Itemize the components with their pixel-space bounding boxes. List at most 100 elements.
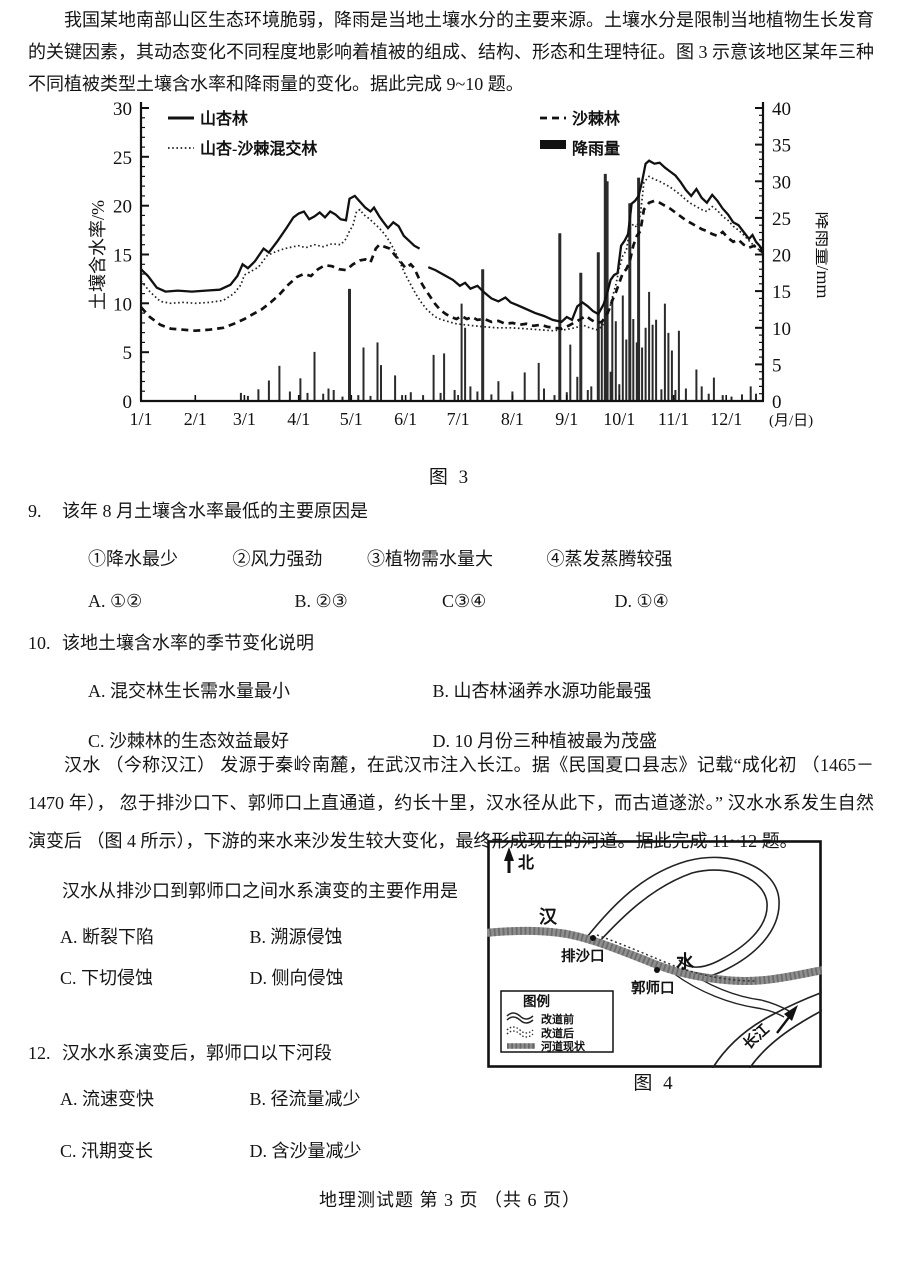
- question-stem: 汉水从排沙口到郭师口之间水系演变的主要作用是: [62, 881, 458, 901]
- legend-before-sample2: [506, 1016, 534, 1024]
- question-stem: 该地土壤含水率的季节变化说明: [62, 633, 314, 653]
- svg-text:1/1: 1/1: [129, 409, 152, 429]
- q10-choice-a: A. 混交林生长需水量最小: [88, 681, 290, 701]
- svg-text:0: 0: [123, 392, 133, 413]
- han-river-label-han: 汉: [539, 907, 558, 927]
- question-11-stem-line: 11.汉水从排沙口到郭师口之间水系演变的主要作用是: [28, 872, 473, 910]
- current-channel-texture: [484, 926, 824, 985]
- svg-text:35: 35: [772, 136, 791, 157]
- svg-text:30: 30: [113, 99, 132, 120]
- svg-text:3/1: 3/1: [233, 409, 256, 429]
- svg-text:12/1: 12/1: [710, 409, 742, 429]
- page-footer: 地理测试题 第 3 页 （共 6 页）: [319, 1190, 581, 1210]
- q12-choice-d: D. 含沙量减少: [249, 1141, 362, 1161]
- svg-text:6/1: 6/1: [394, 409, 417, 429]
- svg-text:降雨量: 降雨量: [572, 139, 620, 158]
- question-10-choices-row1: A. 混交林生长需水量最小 B. 山杏林涵养水源功能最强: [28, 678, 888, 704]
- legend-before-sample: [506, 1012, 534, 1020]
- svg-text:沙棘林: 沙棘林: [572, 109, 620, 128]
- svg-text:山杏-沙棘混交林: 山杏-沙棘混交林: [200, 139, 317, 158]
- hanshui-river-map: 北 汉 水 排沙口 郭师口 长江 图例 改道前 改道后 河道现状: [484, 840, 824, 1070]
- question-12-stem-line: 12. 汉水水系演变后，郭师口以下河段: [28, 1040, 488, 1066]
- subitem-2: ②风力强劲: [232, 549, 323, 569]
- figure3-caption: 图 3: [428, 467, 472, 488]
- svg-text:4/1: 4/1: [287, 409, 310, 429]
- q10-choice-b: B. 山杏林涵养水源功能最强: [432, 681, 652, 701]
- soil-moisture-rainfall-chart: 0 5 10 15 20 25 30 0 5 10 15 20 25 30 35 40 1/1 2/1 3/1 4/1…: [88, 99, 833, 429]
- q10-choice-d: D. 10 月份三种植被最为茂盛: [432, 731, 658, 751]
- svg-text:5: 5: [123, 343, 133, 364]
- legend-before-label: 改道前: [541, 1012, 574, 1026]
- flow-arrow-head: [784, 1005, 798, 1021]
- question-12-choices-row2: C. 汛期变长 D. 含沙量减少: [28, 1138, 488, 1164]
- svg-text:11/1: 11/1: [658, 409, 689, 429]
- q11-choice-c: C. 下切侵蚀: [60, 968, 154, 988]
- figure4-map: 北 汉 水 排沙口 郭师口 长江 图例 改道前 改道后 河道现状: [484, 840, 824, 1070]
- question-9: 9. 该年 8 月土壤含水率最低的主要原因是 ①降水最少 ②风力强劲 ③植物需水量…: [28, 498, 888, 614]
- question-9-stem-line: 9. 该年 8 月土壤含水率最低的主要原因是: [28, 498, 888, 524]
- q12-choice-a: A. 流速变快: [60, 1089, 154, 1109]
- legend-after-sample2: [506, 1030, 534, 1038]
- question-12-choices-row1: A. 流速变快 B. 径流量减少: [28, 1086, 488, 1112]
- paishakou-label: 排沙口: [561, 947, 605, 965]
- svg-text:2/1: 2/1: [184, 409, 207, 429]
- svg-text:20: 20: [113, 197, 132, 218]
- figure3-chart: 0 5 10 15 20 25 30 0 5 10 15 20 25 30 35 40 1/1 2/1 3/1 4/1…: [88, 96, 833, 444]
- guoshikou-dot: [654, 967, 660, 973]
- svg-text:山杏林: 山杏林: [200, 109, 248, 128]
- q11-choice-b: B. 溯源侵蚀: [249, 927, 343, 947]
- map-legend-title: 图例: [523, 993, 550, 1009]
- question-11: 11.汉水从排沙口到郭师口之间水系演变的主要作用是 A. 断裂下陷 B. 溯源侵…: [28, 872, 473, 991]
- q9-choice-d: D. ①④: [614, 591, 669, 611]
- svg-text:15: 15: [772, 282, 791, 303]
- legend-after-label: 改道后: [541, 1026, 574, 1040]
- svg-text:25: 25: [772, 209, 791, 230]
- q9-choice-c: C③④: [442, 591, 487, 611]
- svg-text:20: 20: [772, 246, 791, 267]
- svg-text:降雨量/mm: 降雨量/mm: [813, 211, 828, 298]
- subitem-4: ④蒸发蒸腾较强: [546, 549, 673, 569]
- question-11-choices-row2: C. 下切侵蚀 D. 侧向侵蚀: [28, 965, 473, 991]
- svg-text:(月/日): (月/日): [769, 413, 813, 429]
- guoshikou-label: 郭师口: [631, 979, 675, 997]
- question-number: 11.: [28, 872, 62, 910]
- svg-text:25: 25: [113, 148, 132, 169]
- figure4-caption: 图 4: [633, 1073, 676, 1094]
- q9-choice-a: A. ①②: [88, 591, 143, 611]
- q11-choice-d: D. 侧向侵蚀: [249, 968, 344, 988]
- legend-current-label: 河道现状: [541, 1039, 586, 1053]
- q11-choice-a: A. 断裂下陷: [60, 927, 154, 947]
- yangtze-river: [711, 991, 824, 1070]
- question-stem: 该年 8 月土壤含水率最低的主要原因是: [62, 501, 368, 521]
- question-12: 12. 汉水水系演变后，郭师口以下河段 A. 流速变快 B. 径流量减少 C. 汛…: [28, 1040, 488, 1164]
- svg-text:10: 10: [772, 319, 791, 340]
- subitem-1: ①降水最少: [88, 549, 178, 569]
- intro-paragraph-soil: 我国某地南部山区生态环境脆弱，降雨是当地土壤水分的主要来源。土壤水分是限制当地植…: [28, 10, 874, 94]
- q10-choice-c: C. 沙棘林的生态效益最好: [88, 731, 290, 751]
- question-11-choices-row1: A. 断裂下陷 B. 溯源侵蚀: [28, 924, 473, 950]
- question-10-choices-row2: C. 沙棘林的生态效益最好 D. 10 月份三种植被最为茂盛: [28, 728, 888, 754]
- north-arrow-icon: [504, 847, 514, 873]
- question-number: 9.: [28, 501, 42, 521]
- svg-text:9/1: 9/1: [555, 409, 578, 429]
- question-number: 10.: [28, 633, 51, 653]
- question-stem: 汉水水系演变后，郭师口以下河段: [62, 1043, 332, 1063]
- old-course-loop: [586, 856, 780, 979]
- svg-text:5: 5: [772, 355, 782, 376]
- legend-after-sample: [506, 1026, 534, 1034]
- q12-choice-b: B. 径流量减少: [249, 1089, 361, 1109]
- svg-text:40: 40: [772, 99, 791, 120]
- svg-text:10/1: 10/1: [603, 409, 635, 429]
- han-river-label-shui: 水: [676, 951, 695, 972]
- question-10: 10. 该地土壤含水率的季节变化说明 A. 混交林生长需水量最小 B. 山杏林涵养…: [28, 630, 888, 754]
- q9-choice-b: B. ②③: [294, 591, 348, 611]
- svg-text:10: 10: [113, 294, 132, 315]
- q12-choice-c: C. 汛期变长: [60, 1141, 154, 1161]
- svg-text:15: 15: [113, 246, 132, 267]
- svg-text:5/1: 5/1: [340, 409, 363, 429]
- svg-text:0: 0: [772, 392, 782, 413]
- subitem-3: ③植物需水量大: [367, 549, 493, 569]
- svg-text:8/1: 8/1: [501, 409, 524, 429]
- question-10-stem-line: 10. 该地土壤含水率的季节变化说明: [28, 630, 888, 656]
